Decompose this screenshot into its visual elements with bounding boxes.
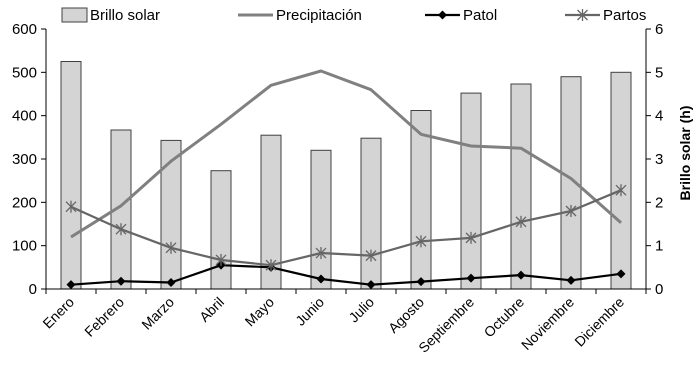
bar-septiembre [460, 92, 482, 290]
legend-marker [438, 10, 447, 20]
point-patol-octubre [516, 270, 526, 280]
bar-abril [210, 170, 232, 290]
legend-label: Partos [603, 7, 646, 24]
bar-enero [60, 61, 82, 290]
x-tick-label: Octubre [481, 294, 528, 341]
y-right-tick-label: 4 [655, 108, 663, 125]
legend-marker [577, 9, 588, 21]
point-partos-octubre [515, 215, 527, 228]
y-left-tick-label: 400 [12, 108, 37, 125]
y-left-tick-label: 500 [12, 64, 37, 81]
y-left-tick-label: 100 [12, 238, 37, 255]
point-partos-julio [365, 249, 377, 262]
point-patol-junio [316, 274, 326, 284]
bar-julio [360, 137, 382, 290]
x-tick-label: Abril [196, 294, 227, 325]
line-patol [70, 264, 622, 286]
bar-junio [310, 149, 332, 290]
point-patol-diciembre [616, 269, 626, 279]
line-precipitaci-n [70, 69, 622, 239]
point-partos-abril [215, 253, 227, 266]
x-tick-label: Noviembre [518, 294, 577, 353]
x-tick-label: Marzo [138, 294, 177, 333]
y-right-tick-label: 0 [655, 281, 663, 298]
y-left-tick-label: 0 [29, 281, 37, 298]
point-patol-enero [66, 280, 76, 290]
x-tick-label: Mayo [242, 294, 278, 330]
bar-diciembre [610, 71, 632, 290]
point-patol-febrero [116, 276, 126, 286]
legend-label: Precipitación [276, 7, 362, 24]
bar-series [60, 61, 632, 290]
x-tick-label: Febrero [81, 294, 127, 340]
y-right-tick-label: 2 [655, 194, 663, 211]
x-tick-label: Julio [345, 294, 377, 326]
y-axis-right-title: Brillo solar (h) [677, 106, 693, 201]
x-tick-label: Diciembre [571, 294, 627, 350]
line-partos [70, 189, 622, 267]
x-tick-label: Agosto [385, 294, 427, 336]
point-patol-agosto [416, 277, 426, 287]
legend-item-precipitaci-n: Precipitación [238, 7, 362, 24]
y-left-tick-label: 300 [12, 151, 37, 168]
line-series [65, 69, 627, 290]
legend: Brillo solar Precipitación Patol Partos [61, 7, 646, 24]
y-right-tick-label: 5 [655, 64, 663, 81]
legend-label: Brillo solar [90, 7, 160, 24]
y-left-tick-label: 600 [12, 21, 37, 38]
y-right-tick-label: 6 [655, 21, 663, 38]
legend-item-partos: Partos [565, 7, 646, 24]
point-patol-marzo [166, 278, 176, 287]
y-left-tick-label: 200 [12, 194, 37, 211]
point-partos-diciembre [615, 184, 627, 197]
point-patol-noviembre [566, 275, 576, 285]
point-partos-septiembre [465, 231, 477, 244]
point-patol-julio [366, 280, 376, 290]
point-partos-febrero [115, 223, 127, 236]
point-partos-agosto [415, 235, 427, 248]
legend-item-brillo-solar: Brillo solar [61, 7, 160, 24]
point-partos-enero [65, 200, 77, 213]
y-right-tick-label: 1 [655, 238, 663, 255]
legend-swatch [61, 7, 88, 23]
y-right-tick-label: 3 [655, 151, 663, 168]
point-patol-septiembre [466, 273, 476, 283]
point-partos-noviembre [565, 205, 577, 217]
point-partos-mayo [265, 259, 277, 272]
point-partos-marzo [165, 241, 177, 254]
legend-item-patol: Patol [425, 7, 497, 24]
bar-octubre [510, 83, 532, 290]
legend-label: Patol [463, 7, 497, 24]
x-tick-label: Junio [292, 294, 327, 329]
x-tick-label: Enero [39, 294, 77, 332]
point-partos-junio [315, 247, 327, 260]
